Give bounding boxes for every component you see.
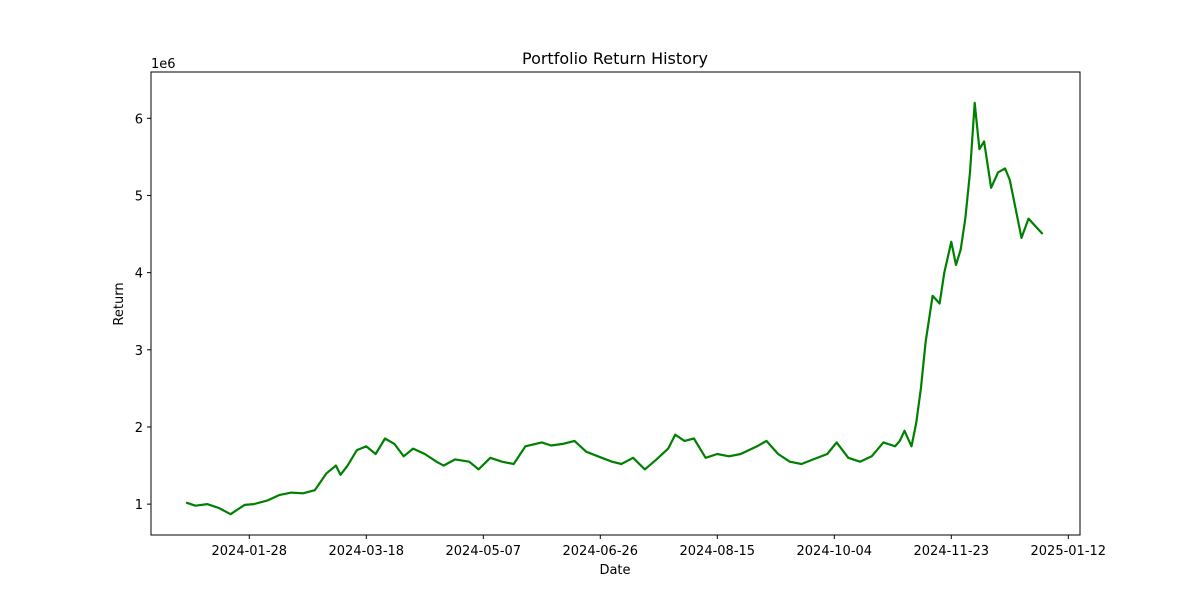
x-tick-label: 2024-08-15 <box>680 544 756 559</box>
axes-frame <box>150 71 1081 536</box>
plot-area <box>185 101 1044 516</box>
y-axis-label: Return <box>112 282 127 325</box>
series-line <box>185 101 1044 516</box>
x-tick-label: 2024-03-18 <box>329 544 405 559</box>
y-tick-label: 5 <box>135 189 143 204</box>
y-tick-label: 3 <box>135 344 143 359</box>
y-axis-ticks: 1 2 3 4 5 6 <box>135 112 151 513</box>
y-axis-multiplier: 1e6 <box>151 57 176 72</box>
y-tick-label: 1 <box>135 498 143 513</box>
x-tick-label: 2024-01-28 <box>212 544 288 559</box>
y-tick-label: 4 <box>135 267 143 282</box>
x-axis-ticks: 2024-01-28 2024-03-18 2024-05-07 2024-06-26… <box>212 535 1107 559</box>
x-tick-label: 2024-11-23 <box>914 544 990 559</box>
x-tick-label: 2024-10-04 <box>797 544 873 559</box>
y-tick-label: 2 <box>135 421 143 436</box>
x-tick-label: 2024-05-07 <box>446 544 522 559</box>
y-tick-label: 6 <box>135 112 143 127</box>
x-tick-label: 2025-01-12 <box>1031 544 1107 559</box>
x-tick-label: 2024-06-26 <box>563 544 639 559</box>
chart-title: Portfolio Return History <box>522 49 708 68</box>
x-axis-label: Date <box>599 563 630 578</box>
